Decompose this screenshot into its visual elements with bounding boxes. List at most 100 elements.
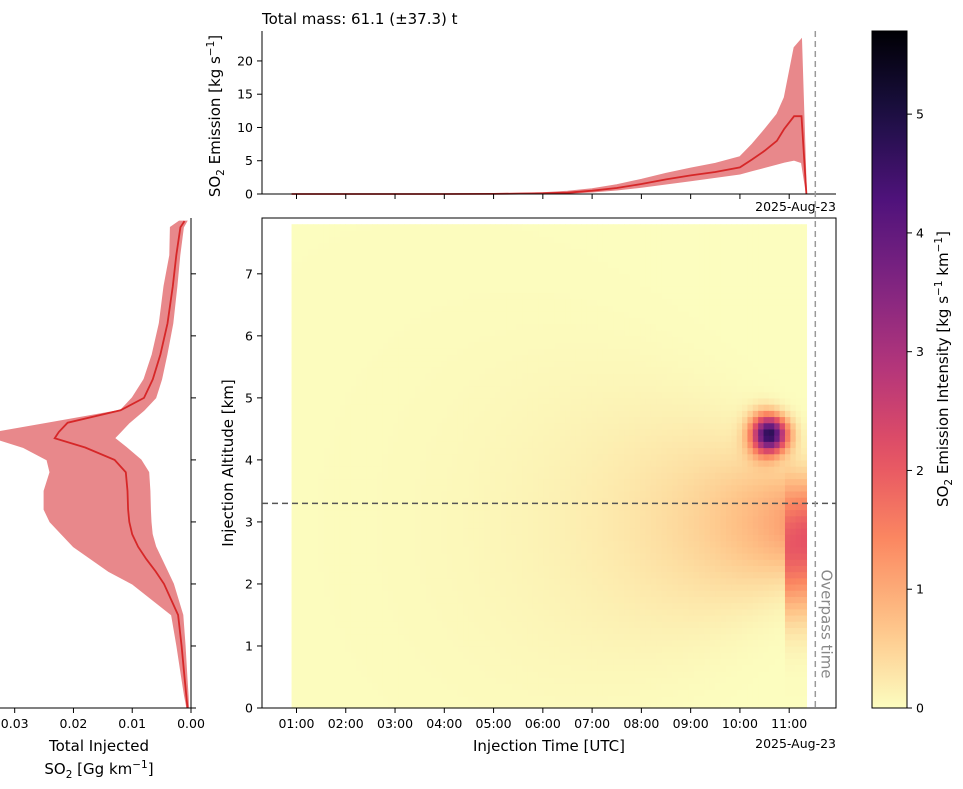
- heatmap-cell: [624, 701, 631, 709]
- heatmap-cell: [345, 652, 352, 659]
- heatmap-cell: [586, 230, 593, 238]
- heatmap-cell: [420, 416, 427, 424]
- heatmap-cell: [591, 366, 598, 374]
- heatmap-cell: [484, 447, 491, 455]
- heatmap-cell: [532, 670, 539, 678]
- heatmap-cell: [431, 540, 437, 548]
- heatmap-cell: [506, 664, 513, 672]
- heatmap-cell: [329, 317, 336, 325]
- heatmap-cell: [624, 515, 631, 523]
- heatmap-cell: [516, 627, 523, 635]
- heatmap-cell: [404, 230, 411, 238]
- heatmap-cell: [398, 224, 405, 231]
- heatmap-cell: [597, 521, 604, 529]
- heatmap-cell: [597, 329, 604, 337]
- heatmap-cell: [570, 652, 577, 659]
- heatmap-cell: [329, 559, 336, 566]
- heatmap-cell: [302, 534, 309, 542]
- heatmap-cell: [398, 552, 405, 560]
- heatmap-cell: [613, 348, 620, 356]
- heatmap-cell: [559, 391, 566, 399]
- heatmap-cell: [355, 428, 362, 436]
- heatmap-cell: [613, 397, 620, 405]
- heatmap-cell: [473, 596, 480, 604]
- heatmap-cell: [372, 447, 378, 455]
- heatmap-cell: [307, 689, 314, 697]
- heatmap-cell: [339, 428, 346, 436]
- heatmap-cell: [302, 571, 309, 579]
- heatmap-cell: [581, 583, 588, 591]
- heatmap-cell: [463, 416, 470, 424]
- heatmap-cell: [468, 497, 475, 504]
- heatmap-cell: [591, 509, 598, 517]
- heatmap-cell: [447, 273, 454, 281]
- heatmap-cell: [350, 317, 357, 325]
- heatmap-cell: [404, 335, 411, 343]
- heatmap-cell: [543, 645, 550, 653]
- heatmap-cell: [307, 373, 314, 380]
- heatmap-cell: [543, 397, 550, 405]
- heatmap-cell: [511, 540, 518, 548]
- heatmap-cell: [586, 354, 593, 362]
- heatmap-cell: [618, 360, 625, 368]
- heatmap-cell: [323, 447, 330, 455]
- heatmap-cell: [570, 385, 577, 393]
- heatmap-cell: [549, 373, 555, 380]
- heatmap-cell: [624, 695, 631, 703]
- heatmap-cell: [366, 577, 373, 585]
- heatmap-cell: [570, 503, 577, 511]
- heatmap-cell: [318, 447, 325, 455]
- heatmap-cell: [608, 435, 614, 442]
- heatmap-cell: [323, 590, 330, 597]
- heatmap-cell: [447, 410, 454, 418]
- heatmap-cell: [463, 391, 470, 399]
- heatmap-cell: [473, 304, 480, 312]
- heatmap-cell: [543, 249, 550, 256]
- heatmap-cell: [479, 664, 486, 672]
- heatmap-cell: [527, 391, 534, 399]
- heatmap-cell: [457, 497, 464, 504]
- heatmap-cell: [345, 224, 352, 231]
- heatmap-cell: [500, 459, 507, 467]
- heatmap-cell: [388, 379, 395, 387]
- heatmap-cell: [613, 590, 620, 597]
- heatmap-cell: [382, 559, 389, 566]
- heatmap-cell: [479, 224, 486, 231]
- heatmap-cell: [495, 311, 502, 318]
- heatmap-cell: [382, 515, 389, 523]
- heatmap-cell: [425, 478, 432, 486]
- heatmap-cell: [425, 311, 432, 318]
- heatmap-cell: [404, 608, 411, 616]
- heatmap-cell: [307, 621, 314, 628]
- heatmap-cell: [307, 627, 314, 635]
- heatmap-cell: [565, 397, 572, 405]
- heatmap-cell: [591, 298, 598, 306]
- heatmap-cell: [602, 459, 609, 467]
- heatmap-cell: [581, 441, 588, 449]
- heatmap-cell: [527, 379, 534, 387]
- heatmap-cell: [291, 410, 298, 418]
- heatmap-cell: [393, 652, 400, 659]
- heatmap-cell: [516, 360, 523, 368]
- heatmap-cell: [452, 503, 459, 511]
- heatmap-cell: [355, 602, 362, 610]
- heatmap-cell: [629, 478, 636, 486]
- heatmap-cell: [414, 366, 421, 374]
- heatmap-cell: [334, 552, 341, 560]
- heatmap-cell: [468, 373, 475, 380]
- heatmap-cell: [350, 354, 357, 362]
- heatmap-cell: [506, 230, 513, 238]
- heatmap-cell: [559, 645, 566, 653]
- heatmap-cell: [575, 255, 582, 263]
- heatmap-cell: [538, 540, 545, 548]
- heatmap-cell: [441, 298, 448, 306]
- heatmap-cell: [409, 366, 416, 374]
- heatmap-cell: [431, 639, 437, 647]
- heatmap-cell: [302, 224, 309, 231]
- heatmap-cell: [372, 509, 378, 517]
- heatmap-cell: [495, 559, 502, 566]
- heatmap-cell: [575, 410, 582, 418]
- heatmap-cell: [329, 261, 336, 269]
- heatmap-cell: [329, 695, 336, 703]
- heatmap-cell: [581, 317, 588, 325]
